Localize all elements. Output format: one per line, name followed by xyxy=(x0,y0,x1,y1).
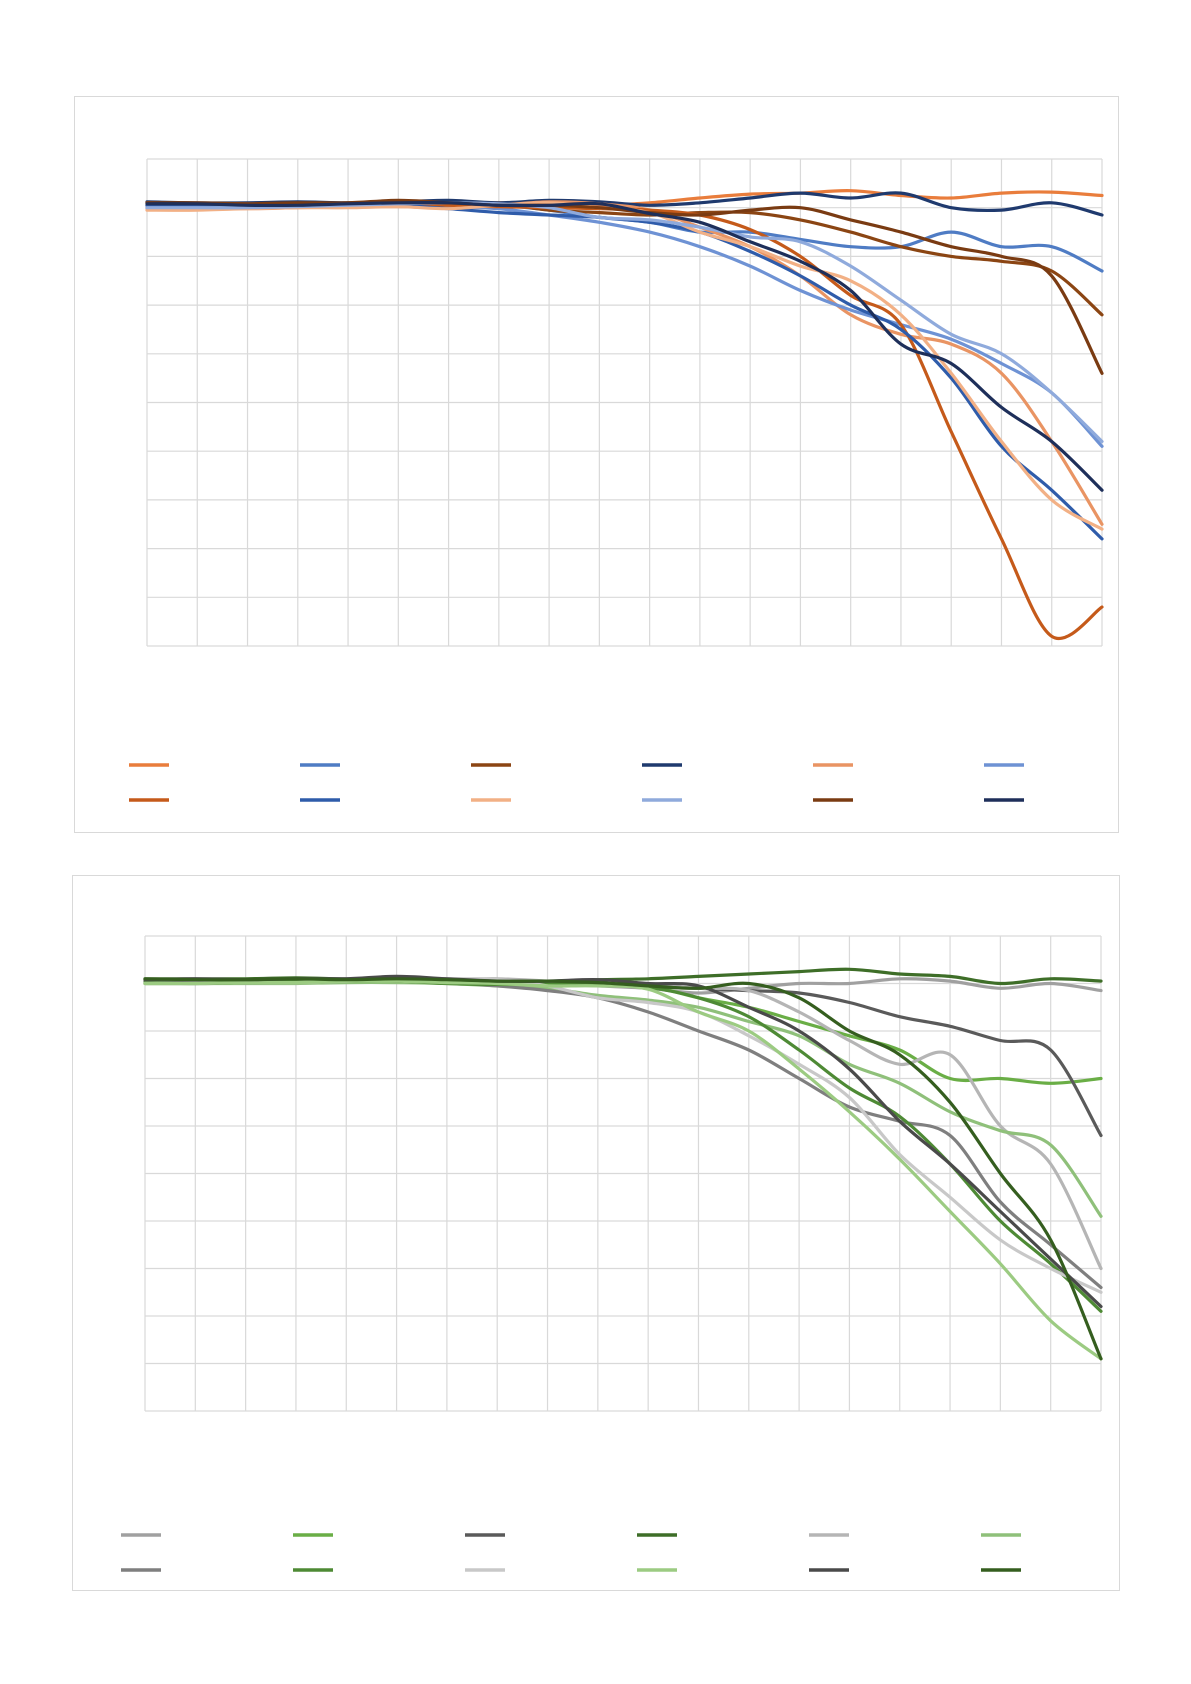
series-line-9 xyxy=(143,977,1103,1294)
gridlines xyxy=(144,935,1102,1412)
chart-2-svg xyxy=(121,935,1103,1572)
series-line-8 xyxy=(145,202,1104,541)
series-line-5 xyxy=(145,200,1104,526)
series-line-6 xyxy=(143,980,1103,1218)
chart-panel-1 xyxy=(74,96,1119,833)
series-line-5 xyxy=(143,977,1103,1271)
series-line-12 xyxy=(143,977,1103,1361)
series-lines xyxy=(145,189,1104,641)
series-line-6 xyxy=(145,203,1104,448)
series-lines xyxy=(143,967,1103,1361)
series-line-10 xyxy=(145,201,1104,444)
series-line-7 xyxy=(143,978,1103,1290)
series-line-9 xyxy=(145,201,1104,531)
series-line-10 xyxy=(143,979,1103,1361)
legend xyxy=(129,763,1024,802)
series-line-7 xyxy=(145,201,1104,641)
legend xyxy=(121,1533,1021,1572)
series-line-12 xyxy=(145,200,1104,492)
chart-1-svg xyxy=(129,158,1104,802)
chart-panel-2 xyxy=(72,875,1120,1591)
